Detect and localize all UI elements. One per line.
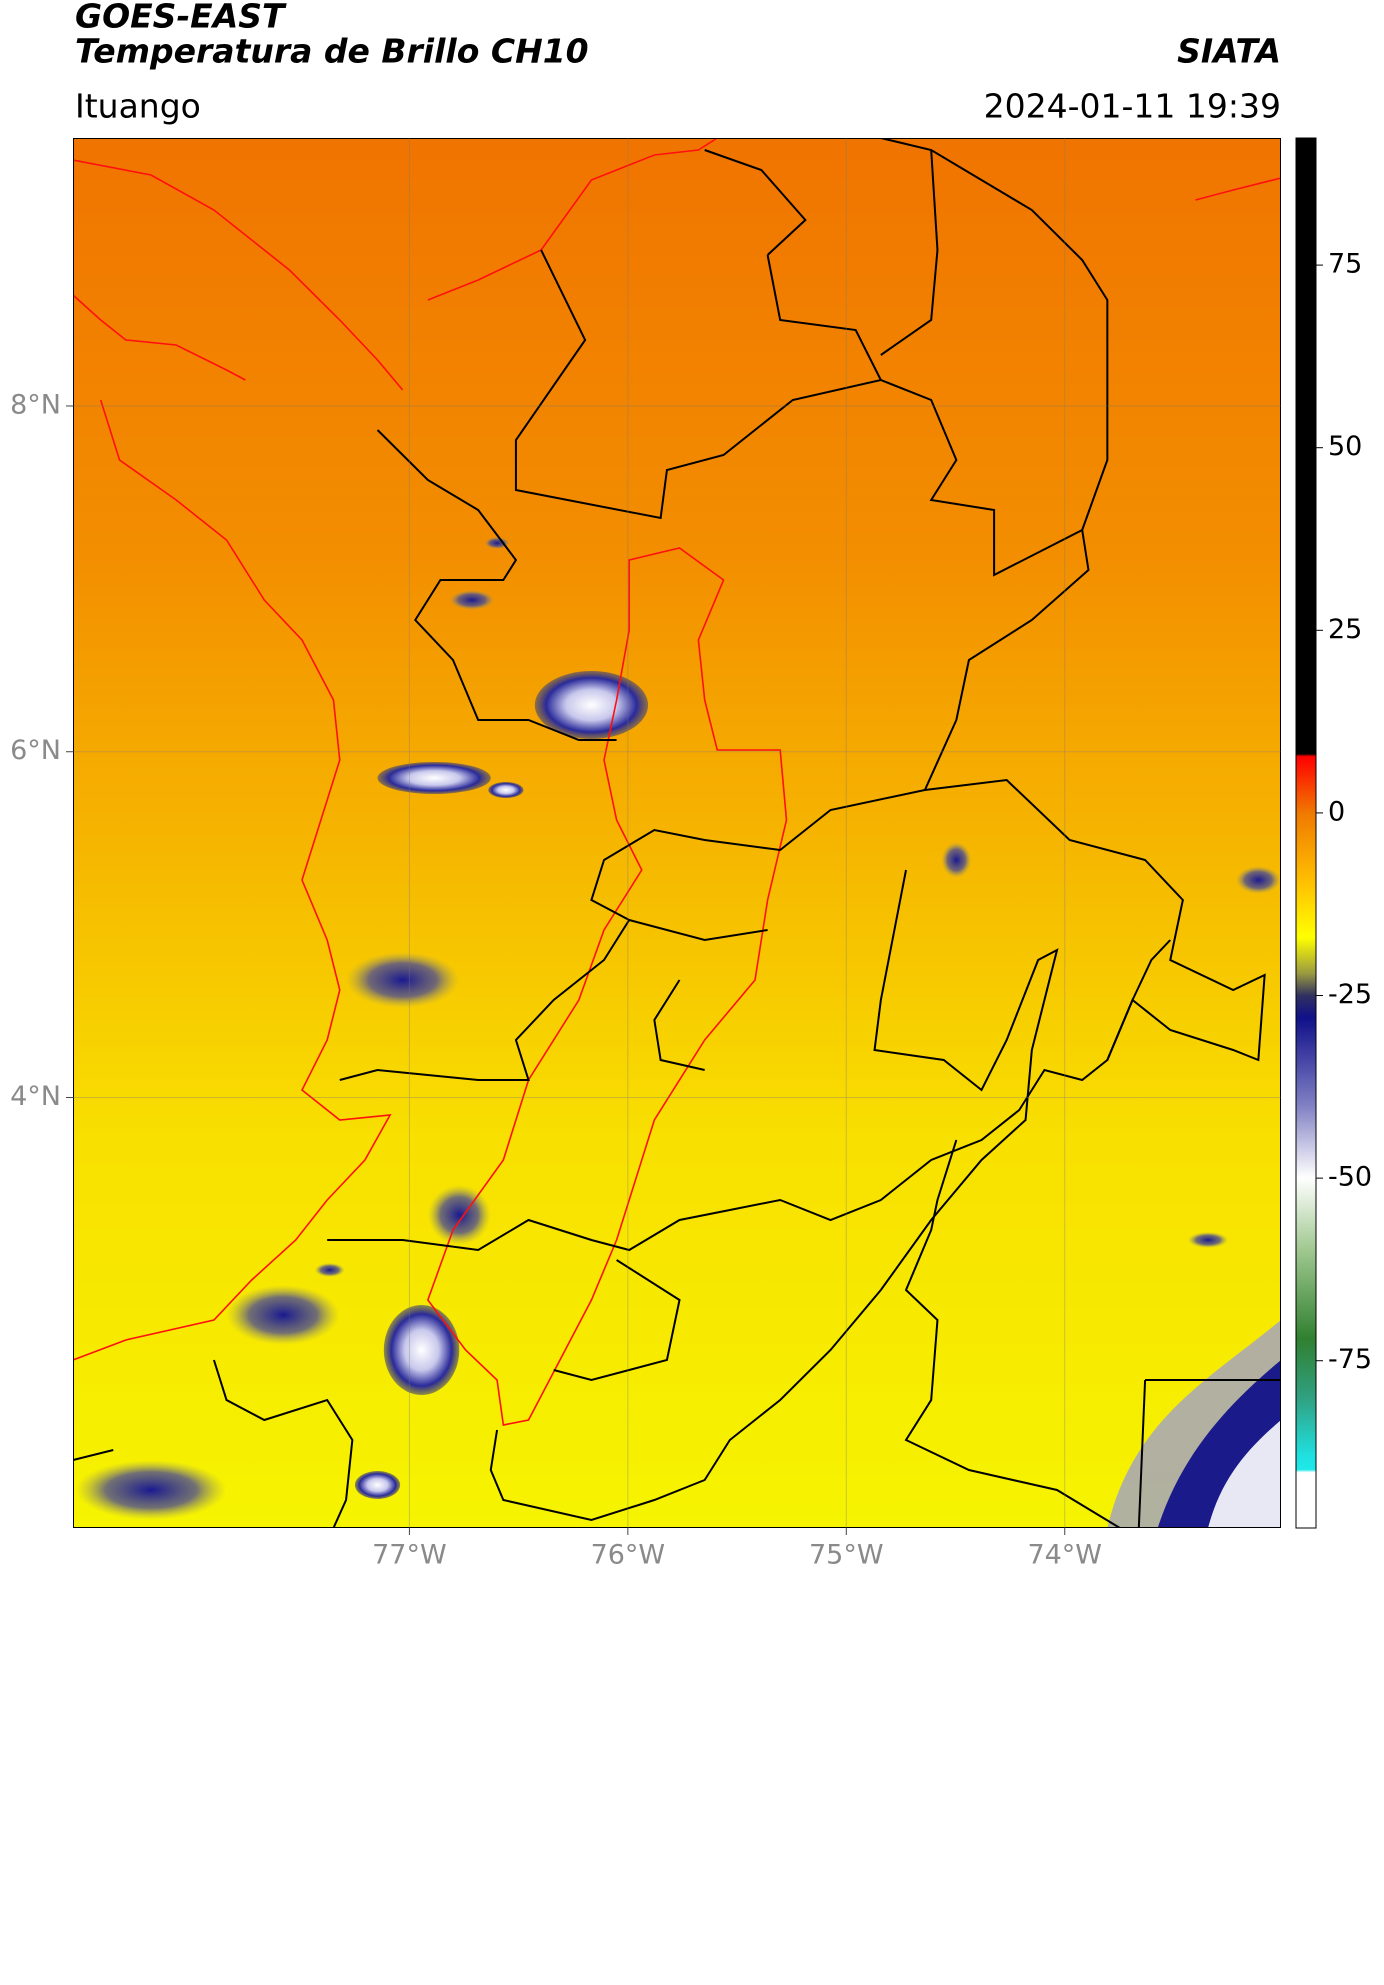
colorbar-tick-label: 75 xyxy=(1328,249,1362,280)
datetime: 2024-01-11 19:39 xyxy=(984,87,1281,126)
colorbar-tick-label: -25 xyxy=(1328,979,1372,1010)
y-tick-label: 6°N xyxy=(10,735,61,766)
agency: SIATA xyxy=(1177,32,1281,71)
x-tick-label: 74°W xyxy=(1027,1540,1102,1571)
x-tick-label: 76°W xyxy=(591,1540,666,1571)
colorbar-tick-label: -75 xyxy=(1328,1344,1372,1375)
location: Ituango xyxy=(75,87,201,126)
colorbar-tick-label: -50 xyxy=(1328,1162,1372,1193)
subtitle: Temperatura de Brillo CH10 xyxy=(75,32,589,71)
coastline xyxy=(73,138,1281,1425)
colorbar-tick-label: 25 xyxy=(1328,614,1362,645)
y-tick-label: 8°N xyxy=(10,389,61,420)
ticks: 77°W 76°W 75°W 74°W 4°N 6°N 8°N -75 -50 -25 0 25 50 7… xyxy=(10,138,1372,1571)
colorbar-tick-label: 0 xyxy=(1328,796,1345,827)
borders xyxy=(73,138,1281,1528)
x-tick-label: 75°W xyxy=(809,1540,884,1571)
map xyxy=(73,138,1281,1528)
y-tick-label: 4°N xyxy=(10,1081,61,1112)
x-tick-label: 77°W xyxy=(372,1540,447,1571)
colorbar-tick-label: 50 xyxy=(1328,431,1362,462)
title: GOES-EAST xyxy=(75,0,287,36)
colorbar xyxy=(1295,137,1317,1529)
